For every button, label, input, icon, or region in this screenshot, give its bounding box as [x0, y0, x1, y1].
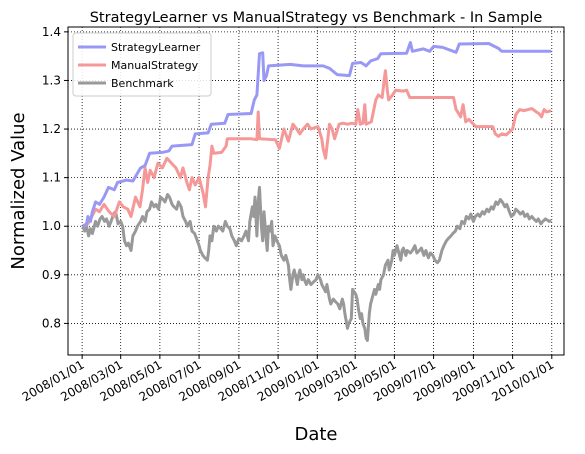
y-tick-label: 0.9 [42, 268, 61, 282]
y-tick-label: 1.1 [42, 171, 61, 185]
series-layer [81, 41, 552, 342]
plot-frame [67, 26, 565, 356]
y-tick-label: 0.8 [42, 316, 61, 330]
y-axis-label: Normalized Value [8, 112, 29, 269]
chart-title: StrategyLearner vs ManualStrategy vs Ben… [90, 10, 543, 26]
legend-box [72, 32, 212, 97]
legend-label: StrategyLearner [111, 41, 201, 54]
x-axis-label: Date [294, 424, 337, 445]
series-line-benchmark [81, 185, 552, 342]
series-line-strategylearner [81, 41, 552, 228]
y-tick-label: 1.3 [42, 73, 61, 87]
series-line-manualstrategy [82, 69, 552, 228]
legend-label: Benchmark [111, 77, 174, 90]
y-tick-label: 1.4 [42, 25, 61, 39]
x-axis: 2008/01/012008/03/012008/05/012008/07/01… [20, 355, 556, 404]
y-tick-label: 1.2 [42, 122, 61, 136]
y-tick-label: 1.0 [42, 219, 61, 233]
y-axis: 0.8 0.9 1.0 1.1 1.2 1.3 1.4 [42, 25, 68, 330]
legend: StrategyLearner ManualStrategy Benchmark [72, 32, 212, 97]
legend-label: ManualStrategy [111, 59, 199, 72]
